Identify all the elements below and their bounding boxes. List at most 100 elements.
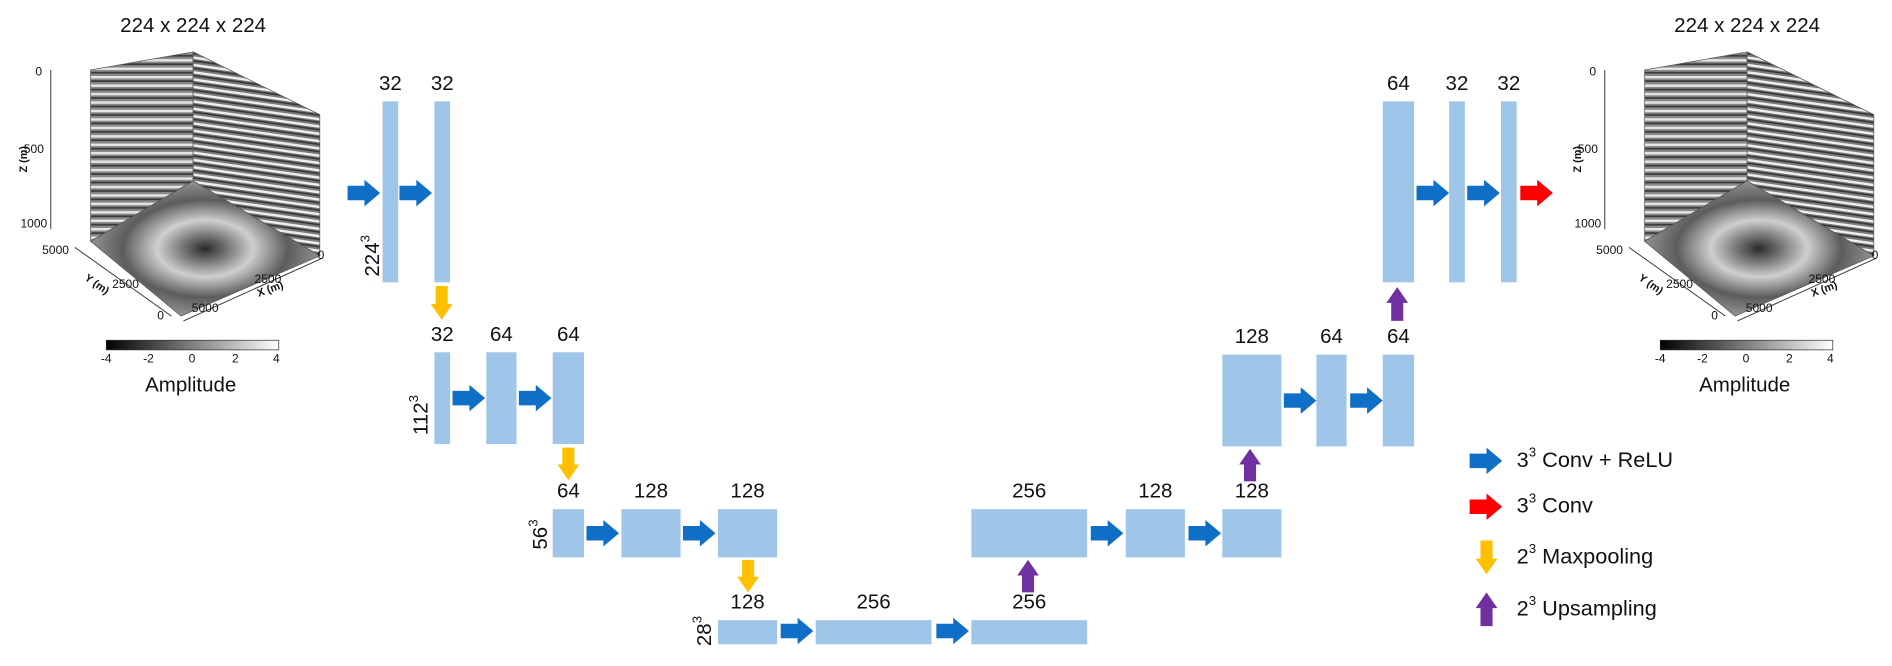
volume-floor	[1643, 180, 1875, 317]
feature-block	[434, 101, 451, 283]
z-tick-label: 500	[24, 142, 44, 156]
feature-block	[486, 352, 517, 444]
resolution-label: 2243	[357, 235, 384, 277]
block-channel-label: 32	[431, 72, 454, 95]
x-axis	[1737, 257, 1877, 322]
z-tick-label: 1000	[1574, 217, 1601, 231]
feature-block	[382, 101, 399, 283]
block-channel-label: 256	[1012, 480, 1046, 503]
legend-exp: 3	[1529, 592, 1536, 607]
resolution-label-base: 112	[410, 402, 433, 435]
z-tick-label: 1000	[20, 217, 47, 231]
colorbar	[105, 339, 280, 351]
upsample-arrow	[1386, 287, 1409, 321]
feature-block	[1449, 101, 1465, 283]
block-channel-label: 64	[557, 323, 580, 346]
feature-block	[552, 509, 585, 558]
conv-arrow	[682, 520, 716, 547]
maxpool-arrow	[737, 559, 759, 593]
resolution-label: 283	[689, 616, 716, 646]
colorbar-tick-label: 2	[1786, 352, 1793, 366]
block-channel-label: 128	[730, 591, 764, 614]
resolution-label-base: 28	[693, 623, 716, 646]
conv-arrow	[399, 179, 433, 207]
colorbar-tick-label: 4	[1827, 352, 1834, 366]
y-tick-label: 5000	[42, 243, 69, 257]
x-tick-label: 5000	[1746, 301, 1773, 315]
feature-block	[971, 509, 1088, 558]
legend-text: Upsampling	[1536, 595, 1657, 620]
y-axis-label: Y (m)	[82, 272, 111, 297]
legend-exp: 3	[1529, 540, 1536, 555]
volume-title: 224 x 224 x 224	[120, 14, 266, 37]
feature-block	[717, 620, 778, 645]
legend-text: Conv	[1536, 492, 1593, 517]
colorbar-tick-label: -2	[143, 352, 154, 366]
conv-arrow	[518, 384, 552, 412]
conv-arrow	[452, 384, 486, 412]
conv-arrow	[347, 179, 381, 207]
final-conv-arrow	[1520, 179, 1553, 207]
y-tick-label: 2500	[112, 277, 139, 291]
legend-icon	[1469, 493, 1503, 521]
feature-block	[1316, 354, 1347, 447]
z-tick-label: 0	[1589, 65, 1596, 79]
legend-label: 23 Upsampling	[1517, 592, 1657, 620]
y-tick-label: 0	[157, 308, 164, 322]
colorbar	[1659, 339, 1834, 351]
x-tick-label: 2500	[255, 272, 282, 286]
colorbar-tick-label: -2	[1697, 352, 1708, 366]
volume-floor	[89, 180, 321, 317]
block-channel-label: 128	[1235, 325, 1269, 348]
block-channel-label: 128	[634, 480, 668, 503]
legend-base: 2	[1517, 543, 1529, 568]
legend-icon	[1475, 592, 1498, 627]
block-channel-label: 128	[1235, 480, 1269, 503]
resolution-label-base: 56	[529, 527, 552, 550]
z-axis-label: Z (m)	[1572, 146, 1584, 173]
legend-label: 23 Maxpooling	[1517, 540, 1654, 568]
legend-label: 33 Conv + ReLU	[1517, 444, 1673, 472]
legend-base: 3	[1517, 447, 1529, 472]
block-channel-label: 64	[557, 480, 580, 503]
colorbar-tick-label: -4	[101, 352, 112, 366]
block-channel-label: 32	[1497, 72, 1520, 95]
block-channel-label: 128	[730, 480, 764, 503]
feature-block	[717, 509, 778, 558]
resolution-label-exp: 3	[405, 395, 420, 402]
legend-text: Maxpooling	[1536, 543, 1653, 568]
legend-exp: 3	[1529, 444, 1536, 459]
conv-arrow	[1350, 387, 1383, 414]
z-tick-label: 0	[35, 65, 42, 79]
colorbar-label: Amplitude	[1699, 374, 1790, 397]
colorbar-tick-label: 2	[232, 352, 239, 366]
block-channel-label: 256	[856, 591, 890, 614]
resolution-label-exp: 3	[689, 616, 704, 623]
x-axis	[183, 257, 323, 322]
y-tick-label: 2500	[1666, 277, 1693, 291]
feature-block	[1222, 354, 1282, 447]
block-channel-label: 64	[1387, 325, 1410, 348]
volume-title: 224 x 224 x 224	[1674, 14, 1820, 37]
block-channel-label: 32	[431, 323, 454, 346]
y-axis	[74, 246, 172, 317]
conv-arrow	[1416, 179, 1450, 207]
upsample-arrow	[1017, 559, 1039, 593]
block-channel-label: 256	[1012, 591, 1046, 614]
x-tick-label: 2500	[1809, 272, 1836, 286]
feature-block	[1501, 101, 1517, 283]
resolution-label-exp: 3	[357, 235, 372, 242]
x-tick-label: 0	[1872, 248, 1879, 262]
legend-base: 3	[1517, 492, 1529, 517]
y-axis-label: Y (m)	[1636, 272, 1665, 297]
colorbar-tick-label: 0	[189, 352, 196, 366]
resolution-label: 1123	[405, 395, 432, 435]
x-tick-label: 0	[318, 248, 325, 262]
y-axis	[1628, 246, 1726, 317]
conv-arrow	[1090, 520, 1124, 547]
conv-arrow	[780, 617, 814, 645]
colorbar-tick-label: 4	[273, 352, 280, 366]
feature-block	[621, 509, 681, 558]
